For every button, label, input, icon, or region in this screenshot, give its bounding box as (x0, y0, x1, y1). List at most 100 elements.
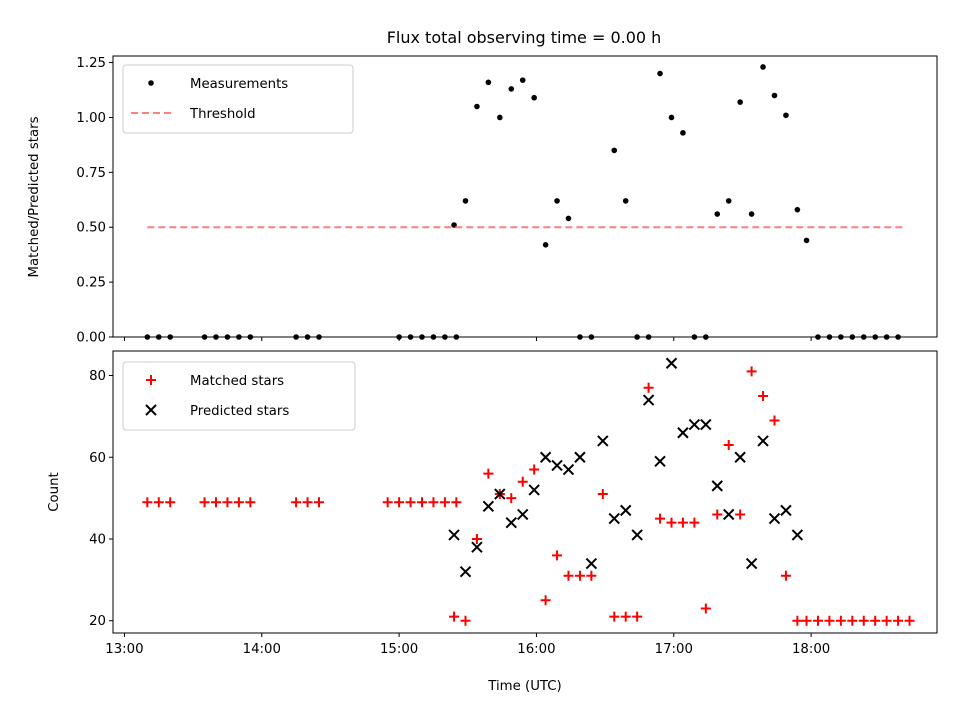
measurement-point (497, 114, 503, 121)
predicted-star-marker (768, 512, 781, 525)
measurement-point (737, 99, 743, 105)
matched-star-marker (801, 615, 812, 626)
matched-star-marker (586, 570, 597, 581)
predicted-star-marker (505, 516, 517, 529)
matched-star-marker (449, 611, 460, 622)
legend-label: Threshold (189, 107, 256, 122)
measurement-point (783, 112, 789, 119)
matched-star-marker (881, 615, 892, 626)
top-y-tick-label: 0.25 (76, 276, 106, 291)
predicted-star-marker (791, 529, 804, 541)
matched-star-marker (460, 615, 471, 626)
predicted-star-marker (459, 565, 472, 578)
top-y-tick-label: 0.75 (76, 166, 106, 181)
measurement-point (748, 211, 755, 217)
measurement-point (680, 130, 686, 136)
top-plot-frame (112, 55, 938, 338)
matched-star-marker (858, 615, 869, 626)
predicted-star-marker (448, 529, 460, 541)
top-legend: Measurements Threshold (122, 64, 354, 134)
matched-star-marker (302, 497, 313, 508)
measurement-point (725, 198, 732, 204)
matched-star-marker (233, 497, 244, 508)
matched-star-marker (643, 382, 654, 393)
matched-star-marker (735, 509, 746, 520)
matched-star-marker (417, 497, 427, 508)
matched-star-marker (165, 497, 176, 508)
matched-star-marker (483, 468, 494, 479)
matched-star-marker (904, 615, 915, 626)
matched-star-marker (199, 497, 210, 508)
matched-star-marker (677, 517, 688, 528)
matched-star-marker (723, 440, 734, 450)
measurement-point (668, 114, 675, 121)
measurement-point (531, 94, 537, 101)
matched-star-marker (893, 615, 904, 626)
predicted-star-marker (700, 418, 712, 431)
matched-star-marker (552, 550, 563, 561)
matched-star-marker (620, 611, 631, 622)
chart-title: Flux total observing time = 0.00 h (387, 28, 662, 47)
predicted-star-marker (723, 508, 735, 521)
bot-x-tick-label: 18:00 (792, 642, 830, 657)
predicted-star-marker (631, 529, 643, 541)
legend-label: Matched stars (190, 374, 284, 389)
matched-star-marker (428, 497, 439, 508)
matched-star-marker (517, 476, 528, 487)
matched-star-marker (451, 497, 462, 508)
predicted-star-marker (608, 512, 620, 525)
matched-star-marker (780, 570, 791, 581)
matched-star-marker (394, 497, 405, 508)
matched-star-marker (291, 497, 302, 508)
top-y-tick-label: 1.25 (76, 56, 106, 71)
predicted-star-marker (757, 435, 769, 447)
predicted-star-marker (665, 357, 678, 369)
predicted-star-marker (551, 459, 563, 472)
matched-star-marker (382, 497, 393, 508)
bot-y-tick-label: 20 (89, 614, 106, 629)
predicted-star-marker (597, 435, 609, 447)
predicted-star-marker (654, 455, 666, 468)
bottom-x-axis: 13:00 14:00 15:00 16:00 17:00 18:00 (105, 633, 830, 657)
matched-star-marker (835, 615, 846, 626)
matched-star-marker (792, 615, 803, 626)
bottom-x-axis-label: Time (UTC) (487, 679, 562, 694)
measurement-point (794, 206, 801, 213)
matched-star-marker (574, 570, 585, 581)
bot-y-tick-label: 40 (89, 533, 106, 548)
matched-star-marker (712, 509, 723, 520)
predicted-star-marker (539, 451, 552, 463)
matched-star-marker (506, 493, 517, 504)
measurement-point (554, 198, 560, 204)
measurement-point (771, 92, 778, 99)
matched-star-marker (655, 513, 666, 524)
matched-star-marker (812, 615, 823, 626)
matched-star-marker (471, 534, 482, 544)
top-panel: Flux total observing time = 0.00 h 0.00 0… (27, 28, 938, 346)
matched-star-marker (153, 497, 164, 508)
predicted-star-marker (471, 541, 483, 553)
predicted-star-marker (642, 394, 655, 406)
bottom-plot-frame (112, 350, 938, 634)
measurement-point (542, 241, 549, 248)
top-legend-box (122, 64, 354, 134)
top-y-tick-label: 0.50 (76, 221, 106, 236)
matched-star-marker (746, 366, 757, 377)
matched-star-marker (824, 615, 835, 626)
bot-x-tick-label: 17:00 (655, 642, 693, 657)
top-y-axis: 0.00 0.25 0.50 0.75 1.00 1.25 (76, 56, 113, 346)
measurement-point (803, 237, 810, 244)
bottom-legend: Matched stars Predicted stars (122, 361, 356, 431)
bot-y-tick-label: 80 (89, 369, 106, 384)
matched-star-marker (847, 615, 858, 626)
predicted-star-marker (711, 480, 723, 492)
measurement-point (508, 86, 515, 92)
matched-star-marker (597, 489, 608, 500)
matched-star-marker (632, 611, 643, 622)
predicted-star-marker (585, 557, 598, 570)
predicted-star-marker (482, 500, 495, 513)
predicted-star-marker (528, 484, 540, 496)
top-y-tick-label: 0.00 (76, 331, 106, 346)
matched-star-marker (689, 517, 700, 528)
